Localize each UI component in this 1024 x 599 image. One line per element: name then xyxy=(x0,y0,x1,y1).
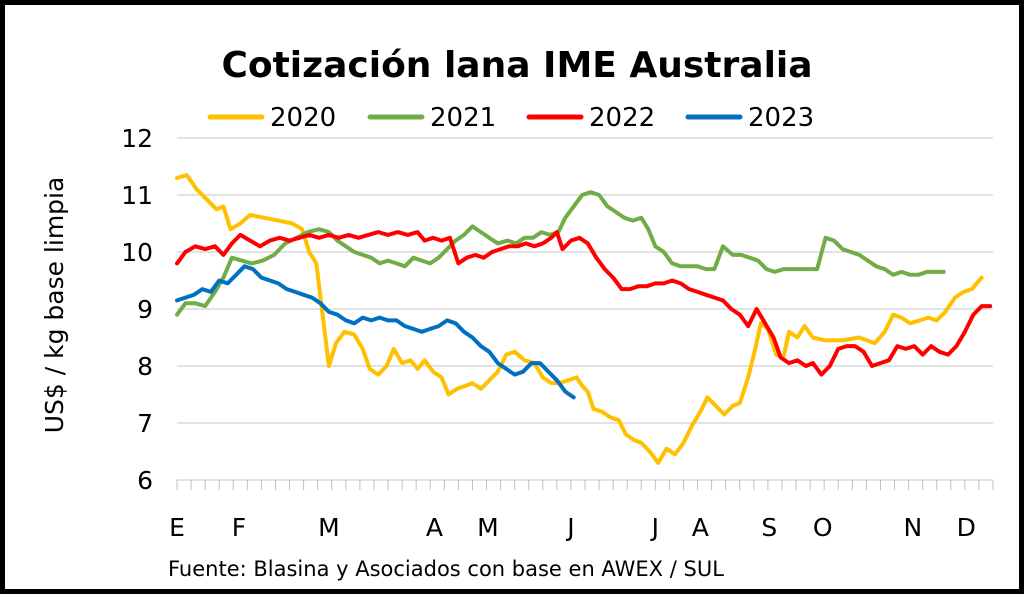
y-tick-label: 8 xyxy=(137,352,153,381)
legend-label-2020: 2020 xyxy=(270,103,336,133)
legend-label-2023: 2023 xyxy=(748,103,814,133)
series-line-2022 xyxy=(175,230,993,377)
legend-label-2022: 2022 xyxy=(589,103,655,133)
x-tick-label: E xyxy=(169,513,185,542)
source-note: Fuente: Blasina y Asociados con base en … xyxy=(168,557,724,581)
series-line-2020 xyxy=(175,173,984,465)
x-tick-label: N xyxy=(903,513,922,542)
x-axis-minor-ticks xyxy=(176,480,994,490)
series-lines xyxy=(175,173,993,465)
y-tick-label: 10 xyxy=(121,238,153,267)
x-tick-label: J xyxy=(650,513,659,542)
chart-title: Cotización lana IME Australia xyxy=(221,45,812,86)
x-tick-label: J xyxy=(565,513,574,542)
legend: 2020 2021 2022 2023 xyxy=(207,103,814,133)
y-tick-label: 9 xyxy=(137,295,153,324)
series-line-2023 xyxy=(175,264,576,400)
x-tick-label: A xyxy=(692,513,709,542)
y-tick-label: 12 xyxy=(121,124,153,153)
y-tick-label: 7 xyxy=(137,409,153,438)
x-tick-label: M xyxy=(318,513,340,542)
y-tick-label: 6 xyxy=(137,466,153,495)
line-chart: Cotización lana IME Australia 2020 2021 20… xyxy=(40,45,994,581)
x-tick-label: A xyxy=(426,513,443,542)
x-tick-label: D xyxy=(957,513,976,542)
y-axis-label: US$ / kg base limpia xyxy=(40,177,69,434)
x-tick-label: S xyxy=(761,513,777,542)
y-axis-ticks: 6 7 8 9 10 11 12 xyxy=(121,124,153,495)
x-tick-label: M xyxy=(477,513,499,542)
x-tick-label: F xyxy=(232,513,246,542)
legend-label-2021: 2021 xyxy=(430,103,496,133)
y-tick-label: 11 xyxy=(121,181,153,210)
grid xyxy=(177,137,993,481)
x-tick-label: O xyxy=(813,513,833,542)
series-line-2021 xyxy=(175,190,946,317)
